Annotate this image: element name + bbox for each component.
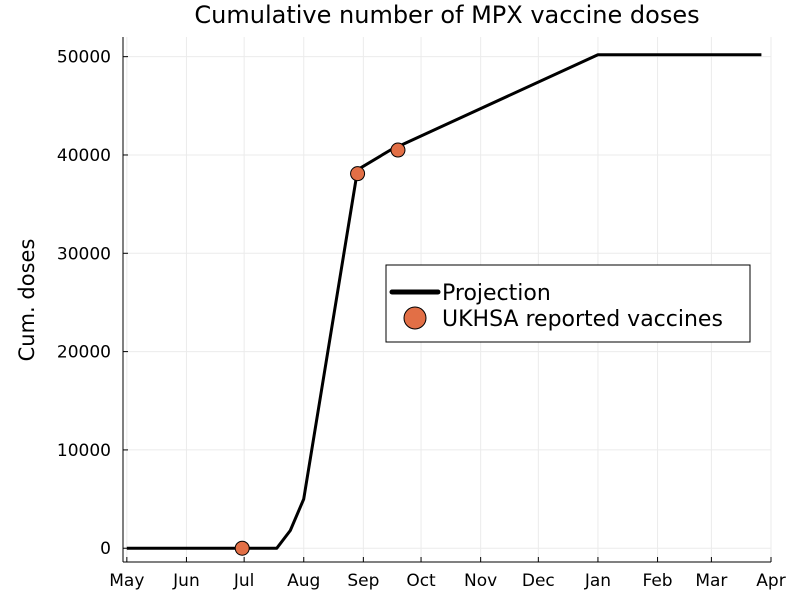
y-axis-label: Cum. doses: [15, 239, 39, 362]
y-tick-label: 20000: [57, 343, 111, 363]
legend-label: Projection: [442, 281, 551, 306]
x-tick-label: Dec: [522, 571, 555, 591]
projection-line: [126, 53, 762, 550]
x-axis-ticks: May Jun Jul Aug Sep Oct Nov Dec Jan Feb Mar Apr: [109, 557, 786, 591]
ukhsa-data-point: [234, 540, 250, 556]
ukhsa-data-point: [390, 142, 406, 158]
grid: [123, 37, 772, 562]
y-tick-label: 0: [100, 539, 111, 559]
x-tick-label: May: [109, 571, 144, 591]
x-tick-label: Mar: [695, 571, 727, 591]
chart-title: Cumulative number of MPX vaccine doses: [194, 1, 699, 29]
y-axis-ticks: 0 10000 20000 30000 40000 50000: [57, 48, 128, 559]
ukhsa-data-point: [350, 166, 366, 182]
x-tick-label: Feb: [642, 571, 672, 591]
series-layer: [126, 53, 762, 556]
x-tick-label: Aug: [287, 571, 320, 591]
y-tick-label: 30000: [57, 244, 111, 264]
axes-frame: [122, 37, 771, 563]
y-tick-label: 50000: [57, 48, 111, 68]
legend-swatch-marker: [403, 306, 427, 330]
x-tick-label: Jul: [233, 571, 255, 591]
x-tick-label: Nov: [464, 571, 497, 591]
y-tick-label: 40000: [57, 146, 111, 166]
x-tick-label: Jan: [584, 571, 611, 591]
legend-box: [385, 264, 751, 343]
legend-label: UKHSA reported vaccines: [442, 307, 723, 332]
x-tick-label: Sep: [347, 571, 379, 591]
y-tick-label: 10000: [57, 441, 111, 461]
x-tick-label: Apr: [756, 571, 785, 591]
x-tick-label: Jun: [172, 571, 200, 591]
x-tick-label: Oct: [406, 571, 436, 591]
